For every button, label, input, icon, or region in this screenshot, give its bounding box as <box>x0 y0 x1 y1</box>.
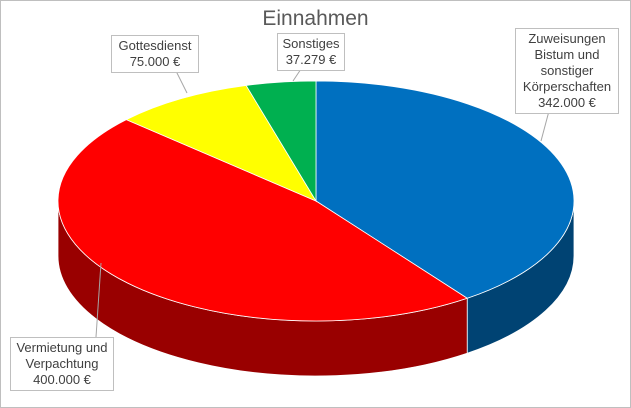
leader-line <box>95 262 102 338</box>
chart-title: Einnahmen <box>262 7 369 30</box>
leader-line <box>292 68 302 82</box>
value-label: 400.000 € <box>33 372 91 387</box>
value-label: 75.000 € <box>129 54 181 69</box>
data-label: Gottesdienst 75.000 € <box>111 35 199 73</box>
data-label: Vermietung und Verpachtung 400.000 € <box>10 337 114 391</box>
category-label: Vermietung und Verpachtung <box>16 340 108 371</box>
leader-lines <box>95 68 550 338</box>
slice <box>245 80 317 203</box>
category-label: Gottesdienst <box>118 38 192 53</box>
category-label: Sonstiges <box>282 36 340 51</box>
slice <box>57 119 469 322</box>
value-label: 37.279 € <box>285 52 337 67</box>
leader-line <box>540 110 550 142</box>
data-label: Zuweisungen Bistum und sonstiger Körpers… <box>515 28 619 114</box>
category-label: Zuweisungen Bistum und sonstiger Körpers… <box>522 31 612 94</box>
data-label: Sonstiges 37.279 € <box>277 33 345 71</box>
leader-line <box>175 70 188 94</box>
slice <box>315 80 575 299</box>
value-label: 342.000 € <box>538 95 596 110</box>
slice <box>125 85 317 202</box>
